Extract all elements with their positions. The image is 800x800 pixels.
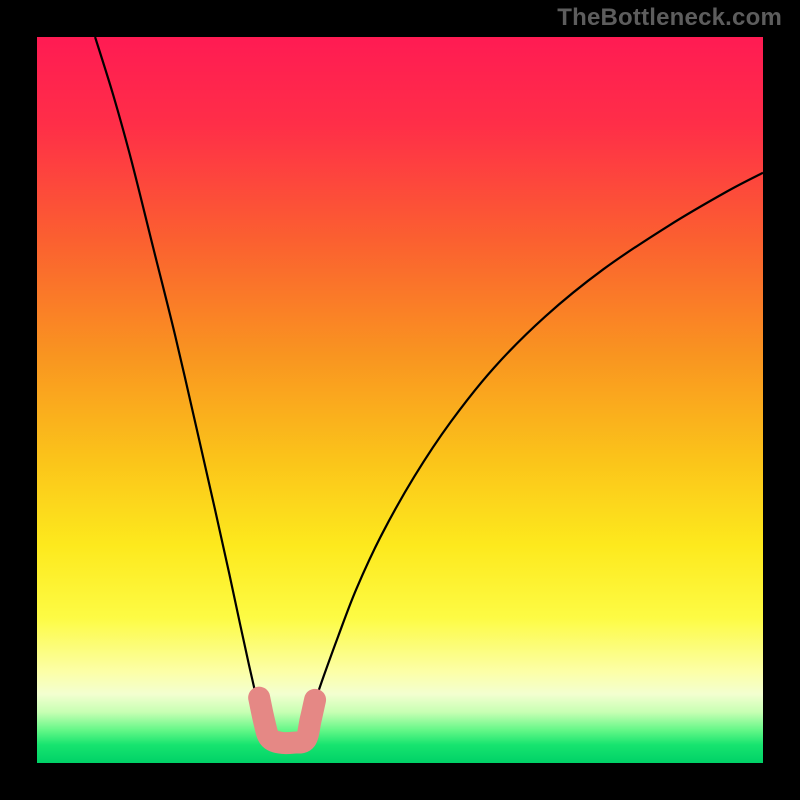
attribution-text: TheBottleneck.com <box>557 4 782 32</box>
plot-area-rect <box>37 37 763 763</box>
bottleneck-chart-svg <box>0 0 800 800</box>
chart-container: { "attribution": { "text": "TheBottlenec… <box>0 0 800 800</box>
